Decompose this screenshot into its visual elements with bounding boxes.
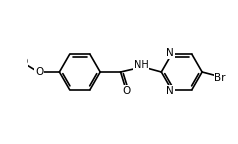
Text: O: O (35, 67, 43, 77)
Text: O: O (19, 57, 27, 67)
Text: O: O (18, 56, 26, 66)
Text: O: O (122, 86, 131, 96)
Text: N: N (167, 48, 174, 58)
Text: N: N (167, 86, 174, 96)
Text: Br: Br (214, 73, 226, 83)
Text: NH: NH (134, 60, 149, 70)
